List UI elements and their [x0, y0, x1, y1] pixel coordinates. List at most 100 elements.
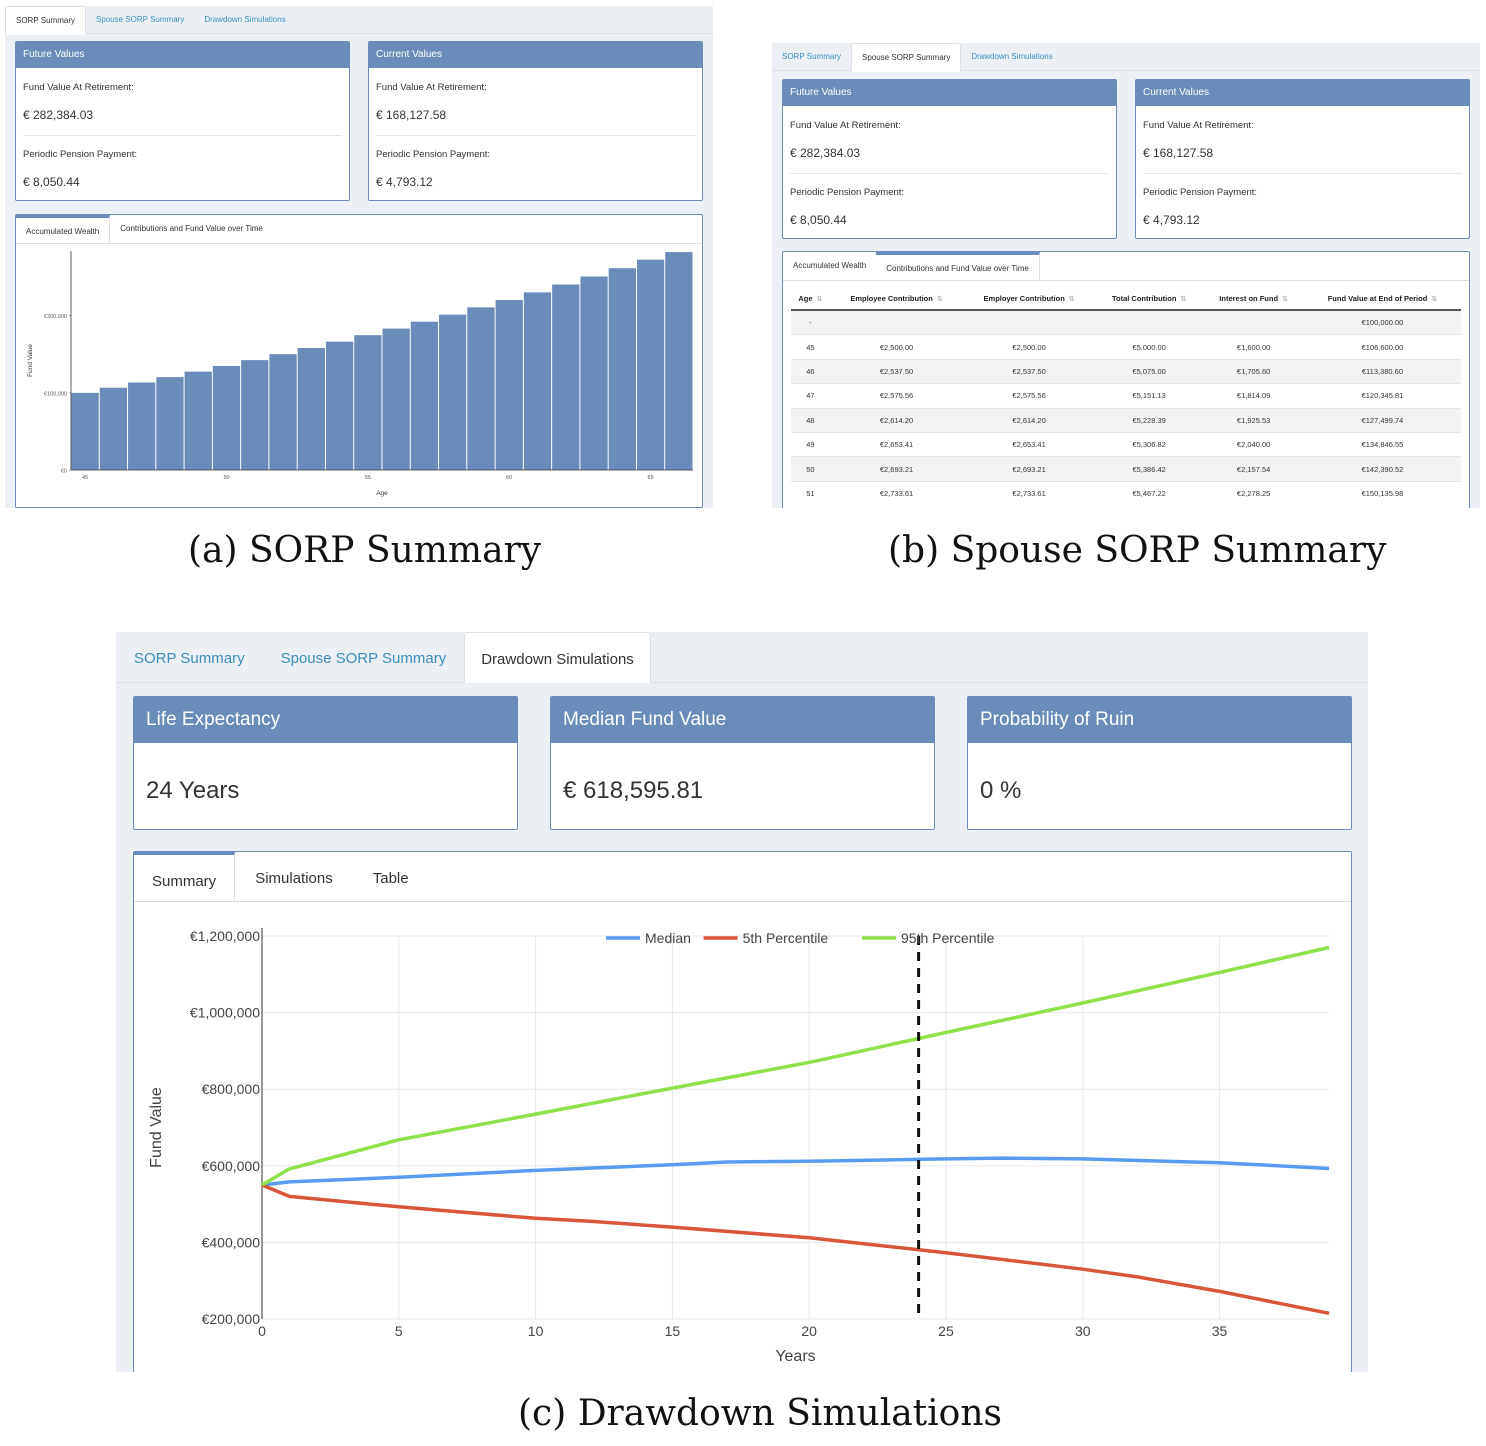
- sort-icon[interactable]: ⇅: [1431, 296, 1438, 303]
- inner-tabs: Summary Simulations Table: [134, 852, 1351, 902]
- tab-spouse-sorp-summary[interactable]: Spouse SORP Summary: [850, 43, 962, 72]
- table-cell: €2,157.54: [1203, 456, 1304, 482]
- fund-value: € 282,384.03: [790, 146, 861, 160]
- table-row: - €100,000.00: [791, 309, 1461, 335]
- table-cell: €2,537.50: [829, 358, 964, 384]
- tab-sorp-summary[interactable]: SORP Summary: [782, 52, 841, 61]
- bar: [552, 284, 580, 470]
- current-values-box: Current Values Fund Value At Retirement:…: [1135, 79, 1470, 239]
- bar: [382, 328, 410, 470]
- table-cell: €113,380.60: [1303, 358, 1461, 384]
- table-cell: €150,135.98: [1303, 480, 1461, 506]
- tab-contributions-fund-value[interactable]: Contributions and Fund Value over Time: [120, 224, 263, 233]
- spouse-sorp-summary-panel: SORP Summary Spouse SORP Summary Drawdow…: [772, 43, 1480, 508]
- main-tabs: SORP Summary Spouse SORP Summary Drawdow…: [5, 6, 713, 35]
- box-title: Median Fund Value: [551, 697, 934, 743]
- fund-value: € 168,127.58: [376, 108, 447, 122]
- bar: [580, 276, 608, 470]
- bar: [325, 341, 354, 470]
- table-row: 45 €2,500.00 €2,500.00 €5,000.00 €1,600.00 €1…: [791, 334, 1461, 360]
- box-title: Probability of Ruin: [968, 697, 1351, 743]
- tab-spouse-sorp-summary[interactable]: Spouse SORP Summary: [280, 650, 447, 667]
- column-header[interactable]: Age ⇅: [791, 286, 830, 311]
- column-header-label: Interest on Fund: [1219, 294, 1279, 303]
- table-cell: €1,925.53: [1203, 407, 1304, 433]
- pension-payment-label: Periodic Pension Payment:: [23, 149, 138, 160]
- tab-table[interactable]: Table: [372, 870, 409, 887]
- x-tick-label: 60: [506, 475, 512, 481]
- table-row: 50 €2,693.21 €2,693.21 €5,386.42 €2,157.54 €1…: [791, 456, 1461, 482]
- table-cell: -: [791, 309, 830, 335]
- y-tick-label: €200,000: [202, 1311, 261, 1327]
- table-cell: 51: [791, 480, 830, 506]
- legend-label: 95th Percentile: [901, 930, 995, 946]
- table-cell: €2,500.00: [829, 334, 964, 360]
- pension-payment-value: € 8,050.44: [790, 213, 847, 227]
- bar: [636, 259, 665, 470]
- sort-icon[interactable]: ⇅: [1180, 296, 1187, 303]
- tab-summary[interactable]: Summary: [134, 852, 236, 901]
- x-tick-label: 55: [365, 475, 371, 481]
- probability-of-ruin-value: 0 %: [980, 777, 1022, 804]
- table-cell: €2,733.61: [963, 480, 1095, 506]
- table-tabbox: Accumulated Wealth Contributions and Fun…: [782, 251, 1470, 508]
- column-header[interactable]: Fund Value at End of Period ⇅: [1303, 286, 1461, 311]
- table-row: 47 €2,575.56 €2,575.56 €5,151.13 €1,814.09 €1…: [791, 383, 1461, 409]
- divider: [1143, 173, 1462, 174]
- fund-value: € 168,127.58: [1143, 146, 1214, 160]
- tab-sorp-summary[interactable]: SORP Summary: [5, 6, 86, 35]
- column-header-label: Total Contribution: [1111, 294, 1177, 303]
- future-values-box: Future Values Fund Value At Retirement: …: [15, 41, 350, 201]
- table-cell: €2,693.21: [829, 456, 964, 482]
- column-header[interactable]: Employer Contribution ⇅: [963, 286, 1095, 311]
- table-cell: 46: [791, 358, 830, 384]
- table-cell: 45: [791, 334, 830, 360]
- tab-contributions-fund-value[interactable]: Contributions and Fund Value over Time: [876, 252, 1040, 280]
- table-cell: €2,575.56: [963, 383, 1095, 409]
- tab-accumulated-wealth[interactable]: Accumulated Wealth: [793, 261, 867, 270]
- table-cell: €1,814.09: [1203, 383, 1304, 409]
- box-title: Future Values: [16, 42, 349, 68]
- x-tick-label: 15: [665, 1323, 681, 1339]
- inner-tabs: Accumulated Wealth Contributions and Fun…: [16, 215, 702, 244]
- y-tick-label: €1,000,000: [190, 1005, 260, 1021]
- table-cell: €5,075.00: [1094, 358, 1204, 384]
- tab-drawdown-simulations[interactable]: Drawdown Simulations: [204, 15, 286, 24]
- drawdown-chart: €200,000 €400,000 €600,000 €800,000 €1,000,0…: [148, 928, 1330, 1365]
- fund-value-label: Fund Value At Retirement:: [376, 82, 487, 93]
- sort-icon[interactable]: ⇅: [816, 296, 823, 303]
- sort-icon[interactable]: ⇅: [1068, 296, 1075, 303]
- tab-sorp-summary[interactable]: SORP Summary: [134, 650, 245, 667]
- table-cell: €2,653.41: [963, 431, 1095, 457]
- pension-payment-value: € 8,050.44: [23, 175, 80, 189]
- bar: [297, 347, 325, 470]
- table-cell: €134,846.55: [1303, 431, 1461, 457]
- x-tick-label: 5: [395, 1323, 403, 1339]
- series-line-median: [261, 1156, 1330, 1187]
- fund-value-label: Fund Value At Retirement:: [790, 120, 901, 131]
- sort-icon[interactable]: ⇅: [936, 296, 943, 303]
- bar: [184, 371, 212, 470]
- x-tick-label: 35: [1212, 1323, 1228, 1339]
- tab-spouse-sorp-summary[interactable]: Spouse SORP Summary: [95, 15, 185, 24]
- table-cell: €5,467.22: [1094, 480, 1204, 506]
- column-header[interactable]: Total Contribution ⇅: [1094, 286, 1204, 311]
- tab-drawdown-simulations[interactable]: Drawdown Simulations: [464, 632, 651, 683]
- future-values-box: Future Values Fund Value At Retirement: …: [782, 79, 1117, 239]
- sort-icon[interactable]: ⇅: [1282, 296, 1288, 303]
- bar: [269, 354, 297, 470]
- table-cell: €5,386.42: [1094, 456, 1204, 482]
- tab-drawdown-simulations[interactable]: Drawdown Simulations: [971, 52, 1053, 61]
- table-cell: €5,306.82: [1094, 431, 1204, 457]
- series-line-5th-percentile: [261, 1183, 1330, 1316]
- column-header[interactable]: Interest on Fund ⇅: [1203, 286, 1304, 311]
- x-tick-label: 20: [801, 1323, 817, 1339]
- fund-value-label: Fund Value At Retirement:: [1143, 120, 1254, 131]
- tab-simulations[interactable]: Simulations: [255, 870, 333, 887]
- tab-accumulated-wealth[interactable]: Accumulated Wealth: [16, 215, 111, 243]
- fund-value-label: Fund Value At Retirement:: [23, 82, 134, 93]
- y-tick-label: €0: [61, 469, 67, 475]
- x-tick-label: 65: [648, 475, 654, 481]
- bar: [212, 365, 241, 470]
- column-header[interactable]: Employee Contribution ⇅: [829, 286, 964, 311]
